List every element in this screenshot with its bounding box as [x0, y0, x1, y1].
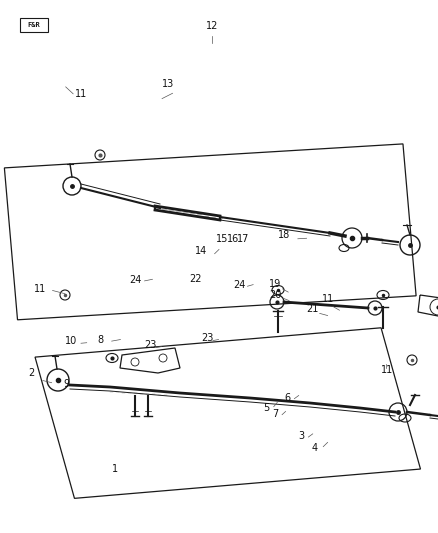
Text: 11: 11 — [381, 366, 393, 375]
Text: 20: 20 — [269, 290, 282, 300]
Text: 24: 24 — [233, 280, 246, 290]
Text: 5: 5 — [263, 403, 269, 413]
Text: 18: 18 — [278, 230, 290, 240]
Text: 21: 21 — [307, 304, 319, 314]
Text: 16: 16 — [227, 235, 240, 244]
Text: 9: 9 — [64, 379, 70, 389]
Text: 11: 11 — [34, 285, 46, 294]
Text: 6: 6 — [285, 393, 291, 403]
Text: 19: 19 — [269, 279, 282, 289]
Text: 22: 22 — [189, 274, 202, 284]
Text: 23: 23 — [201, 334, 214, 343]
Text: 7: 7 — [272, 409, 279, 419]
Text: 3: 3 — [299, 431, 305, 441]
Text: 24: 24 — [130, 275, 142, 285]
Text: 11: 11 — [74, 90, 87, 99]
Text: 14: 14 — [195, 246, 207, 255]
Text: 12: 12 — [206, 21, 218, 30]
Text: 13: 13 — [162, 79, 174, 88]
Text: 23: 23 — [145, 341, 157, 350]
Text: 2: 2 — [28, 368, 35, 378]
Text: 8: 8 — [98, 335, 104, 344]
Text: 10: 10 — [65, 336, 77, 346]
Text: 1: 1 — [112, 464, 118, 474]
Text: 15: 15 — [216, 235, 229, 244]
Text: F&R: F&R — [28, 22, 40, 28]
Text: 4: 4 — [312, 443, 318, 453]
FancyBboxPatch shape — [20, 18, 48, 32]
Text: 17: 17 — [237, 235, 250, 244]
Text: 11: 11 — [321, 294, 334, 304]
